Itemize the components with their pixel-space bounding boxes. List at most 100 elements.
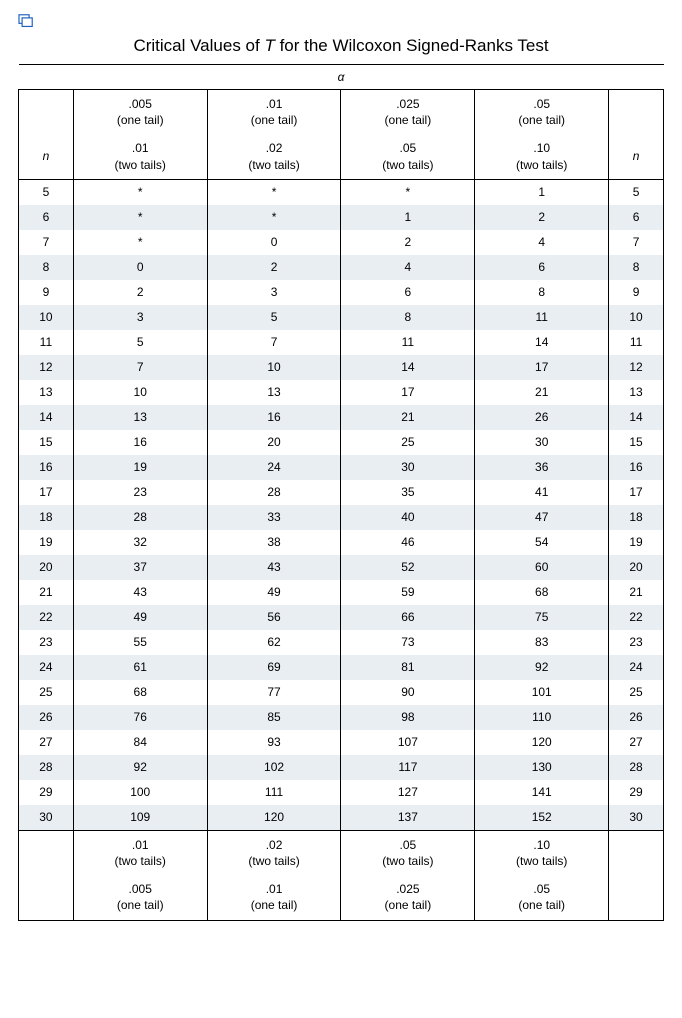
n-cell-right: 18: [609, 505, 664, 530]
hdr-two-tail-3: .10(two tails): [475, 134, 609, 179]
n-label-right: n: [609, 134, 664, 179]
value-cell: 60: [475, 555, 609, 580]
value-cell: 13: [207, 380, 341, 405]
n-cell-left: 26: [19, 705, 74, 730]
value-cell: 38: [207, 530, 341, 555]
table-row: 7*0247: [19, 230, 664, 255]
table-row: 141316212614: [19, 405, 664, 430]
value-cell: 56: [207, 605, 341, 630]
hdr-one-tail-2: .025(one tail): [341, 90, 475, 135]
n-cell-left: 18: [19, 505, 74, 530]
table-row: 246169819224: [19, 655, 664, 680]
ftr-two-tail-0: .01(two tails): [73, 830, 207, 875]
value-cell: 43: [207, 555, 341, 580]
value-cell: 13: [73, 405, 207, 430]
footer-blank-right-1: [609, 830, 664, 875]
hdr-one-tail-0: .005(one tail): [73, 90, 207, 135]
value-cell: 73: [341, 630, 475, 655]
n-cell-left: 24: [19, 655, 74, 680]
title-T: T: [264, 36, 274, 55]
n-cell-left: 13: [19, 380, 74, 405]
value-cell: 21: [341, 405, 475, 430]
value-cell: 120: [475, 730, 609, 755]
n-cell-right: 11: [609, 330, 664, 355]
table-row: 193238465419: [19, 530, 664, 555]
footer-blank-right-2: [609, 875, 664, 920]
n-cell-right: 20: [609, 555, 664, 580]
value-cell: 20: [207, 430, 341, 455]
n-cell-right: 8: [609, 255, 664, 280]
n-cell-right: 22: [609, 605, 664, 630]
table-row: 289210211713028: [19, 755, 664, 780]
value-cell: 76: [73, 705, 207, 730]
value-cell: 4: [341, 255, 475, 280]
value-cell: 152: [475, 805, 609, 831]
value-cell: 77: [207, 680, 341, 705]
value-cell: 93: [207, 730, 341, 755]
footer-blank-left-1: [19, 830, 74, 875]
value-cell: 10: [73, 380, 207, 405]
n-cell-left: 21: [19, 580, 74, 605]
value-cell: 83: [475, 630, 609, 655]
value-cell: 120: [207, 805, 341, 831]
n-cell-right: 16: [609, 455, 664, 480]
value-cell: 84: [73, 730, 207, 755]
n-cell-left: 11: [19, 330, 74, 355]
value-cell: 41: [475, 480, 609, 505]
value-cell: 8: [475, 280, 609, 305]
value-cell: 6: [475, 255, 609, 280]
table-row: 6**126: [19, 205, 664, 230]
n-cell-left: 22: [19, 605, 74, 630]
table-row: 923689: [19, 280, 664, 305]
table-row: 1157111411: [19, 330, 664, 355]
value-cell: 7: [207, 330, 341, 355]
value-cell: 28: [73, 505, 207, 530]
value-cell: 25: [341, 430, 475, 455]
n-cell-right: 27: [609, 730, 664, 755]
n-cell-right: 25: [609, 680, 664, 705]
value-cell: 40: [341, 505, 475, 530]
table-row: 131013172113: [19, 380, 664, 405]
n-cell-right: 26: [609, 705, 664, 730]
value-cell: 21: [475, 380, 609, 405]
value-cell: 5: [73, 330, 207, 355]
value-cell: 6: [341, 280, 475, 305]
hdr-two-tail-2: .05(two tails): [341, 134, 475, 179]
value-cell: 130: [475, 755, 609, 780]
table-row: 3010912013715230: [19, 805, 664, 831]
value-cell: 52: [341, 555, 475, 580]
n-cell-left: 29: [19, 780, 74, 805]
ftr-one-tail-0: .005(one tail): [73, 875, 207, 920]
n-cell-right: 23: [609, 630, 664, 655]
value-cell: 5: [207, 305, 341, 330]
n-cell-right: 14: [609, 405, 664, 430]
n-cell-right: 9: [609, 280, 664, 305]
value-cell: 69: [207, 655, 341, 680]
value-cell: 33: [207, 505, 341, 530]
n-cell-left: 15: [19, 430, 74, 455]
value-cell: 109: [73, 805, 207, 831]
value-cell: 111: [207, 780, 341, 805]
ftr-one-tail-3: .05(one tail): [475, 875, 609, 920]
value-cell: 11: [475, 305, 609, 330]
value-cell: 19: [73, 455, 207, 480]
table-row: 5***15: [19, 179, 664, 205]
n-cell-left: 30: [19, 805, 74, 831]
value-cell: 90: [341, 680, 475, 705]
header-blank-left: [19, 90, 74, 135]
value-cell: 7: [73, 355, 207, 380]
value-cell: *: [73, 230, 207, 255]
value-cell: 85: [207, 705, 341, 730]
value-cell: 68: [475, 580, 609, 605]
table-row: 203743526020: [19, 555, 664, 580]
n-cell-left: 25: [19, 680, 74, 705]
value-cell: 17: [475, 355, 609, 380]
value-cell: 61: [73, 655, 207, 680]
value-cell: 47: [475, 505, 609, 530]
n-cell-right: 13: [609, 380, 664, 405]
n-cell-left: 17: [19, 480, 74, 505]
value-cell: 2: [207, 255, 341, 280]
table-row: 172328354117: [19, 480, 664, 505]
value-cell: 62: [207, 630, 341, 655]
value-cell: 59: [341, 580, 475, 605]
